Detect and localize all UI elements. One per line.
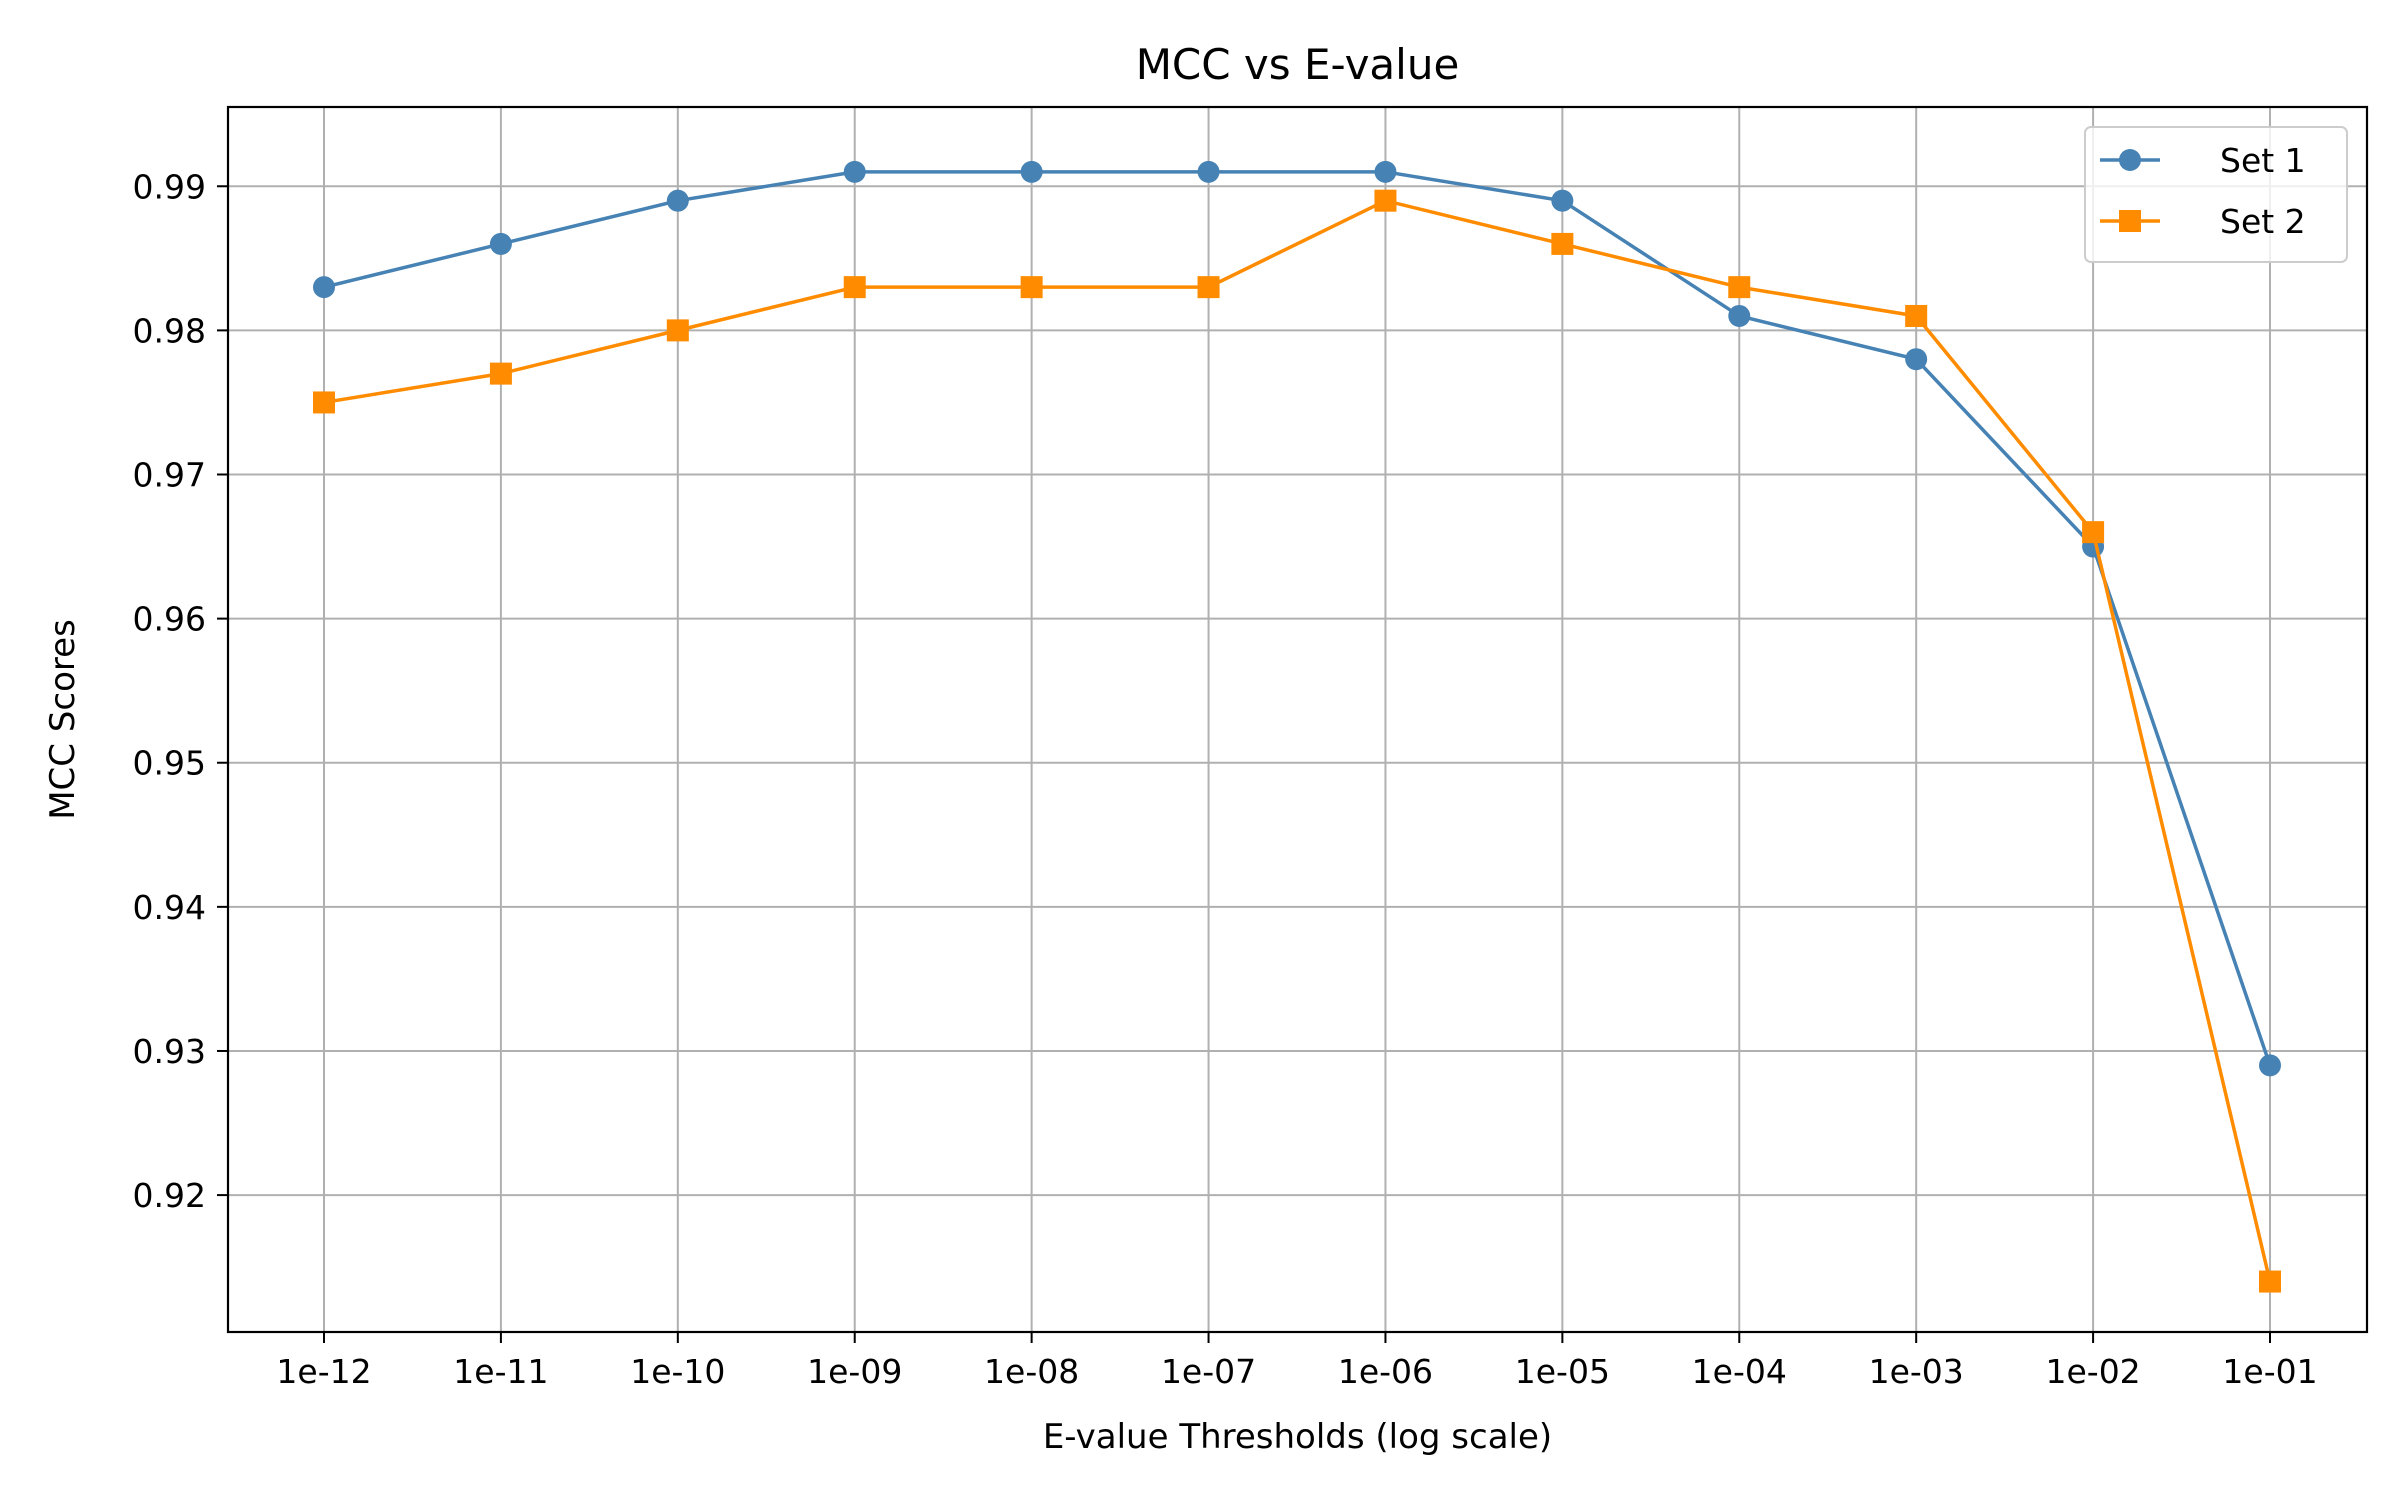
y-tick-label: 0.95 [133,744,206,783]
data-point-set-1 [1020,160,1043,183]
plot-background [228,107,2367,1332]
y-tick-label: 0.92 [133,1176,206,1215]
data-point-set-2 [666,319,689,342]
legend-marker-set-2 [2119,210,2141,232]
x-tick-label: 1e-03 [1869,1352,1964,1391]
data-point-set-2 [489,362,512,385]
plot-frame [226,105,2369,1334]
data-point-set-2 [2259,1270,2281,1293]
data-point-set-2 [313,391,335,414]
series-layer [313,160,2281,1293]
y-axis-ticks: 0.92 0.93 0.94 0.95 0.96 0.97 0.98 0.99 [133,167,228,1215]
legend-box [2084,126,2348,263]
x-tick-label: 1e-09 [807,1352,902,1391]
series-line-set-1 [323,170,2272,1066]
x-tick-label: 1e-02 [2045,1352,2140,1391]
x-tick-label: 1e-05 [1515,1352,1610,1391]
data-point-set-2 [1374,189,1397,212]
data-point-set-2 [1728,276,1751,299]
x-tick-label: 1e-06 [1338,1352,1433,1391]
series-line-set-2 [323,198,2272,1282]
data-point-set-1 [1197,160,1220,183]
y-tick-label: 0.93 [133,1032,206,1071]
data-point-set-2 [1905,304,1928,327]
x-tick-label: 1e-04 [1692,1352,1787,1391]
series-set-2 [313,189,2281,1293]
y-tick-label: 0.99 [133,167,206,206]
data-point-set-2 [843,276,866,299]
data-point-set-2 [2082,521,2105,544]
legend-label-set-2: Set 2 [2220,202,2306,241]
data-point-set-1 [1374,160,1397,183]
data-point-set-1 [666,189,689,212]
data-point-set-1 [1905,348,1928,371]
series-set-1 [313,160,2281,1077]
x-tick-label: 1e-08 [984,1352,1079,1391]
x-tick-label: 1e-01 [2222,1352,2317,1391]
chart-title: MCC vs E-value [1136,40,1460,89]
data-point-set-1 [2259,1054,2281,1077]
x-tick-label: 1e-11 [453,1352,548,1391]
x-tick-label: 1e-12 [276,1352,371,1391]
y-tick-label: 0.97 [133,456,206,495]
legend-marker-set-1 [2119,149,2141,171]
legend: Set 1 Set 2 [2084,126,2348,263]
x-tick-label: 1e-07 [1161,1352,1256,1391]
y-axis-label: MCC Scores [43,619,83,820]
data-point-set-1 [843,160,866,183]
x-axis-ticks: 1e-12 1e-11 1e-10 1e-09 1e-08 1e-07 1e-06 1e-05… [276,1332,2318,1391]
data-point-set-1 [1728,304,1751,327]
y-tick-label: 0.96 [133,600,206,639]
data-point-set-2 [1551,232,1574,255]
x-axis-label: E-value Thresholds (log scale) [1043,1417,1552,1457]
data-point-set-1 [1551,189,1574,212]
legend-label-set-1: Set 1 [2220,141,2306,180]
data-point-set-1 [313,276,335,299]
y-tick-label: 0.94 [133,888,206,927]
y-tick-label: 0.98 [133,311,206,350]
x-tick-label: 1e-10 [630,1352,725,1391]
data-point-set-2 [1197,276,1220,299]
data-point-set-2 [1020,276,1043,299]
data-point-set-1 [489,232,512,255]
